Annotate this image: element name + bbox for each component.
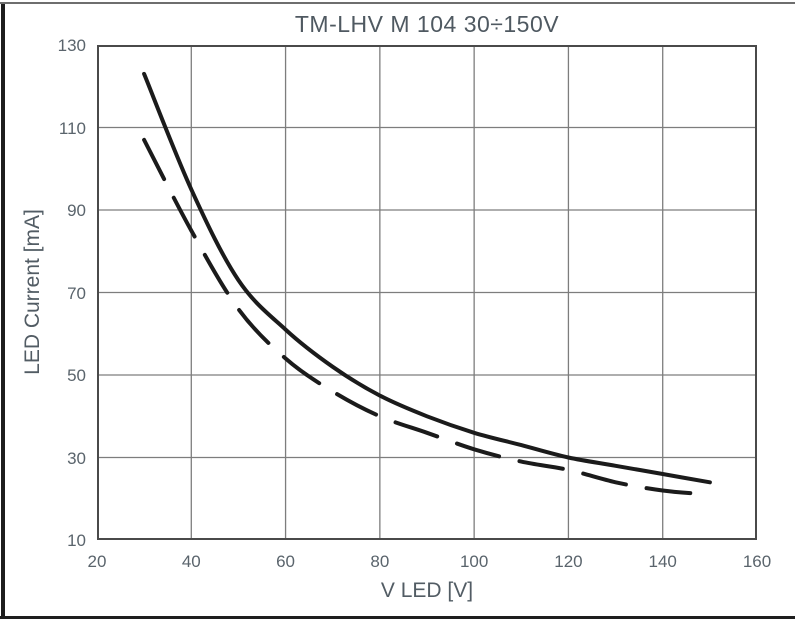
page-border-left — [1, 2, 5, 618]
x-tick-label: 80 — [370, 552, 390, 571]
plot-border — [97, 45, 757, 540]
x-tick-label: 60 — [276, 552, 296, 571]
y-tick-label: 30 — [67, 448, 86, 468]
page-border-top — [0, 2, 795, 4]
x-tick-label: 140 — [648, 552, 677, 571]
x-tick-label: 120 — [554, 552, 583, 571]
y-tick-label: 110 — [58, 118, 86, 138]
y-tick-label: 10 — [67, 531, 86, 550]
y-tick-label: 90 — [67, 201, 86, 220]
y-tick-label: 130 — [57, 36, 86, 55]
x-tick-label: 160 — [742, 552, 772, 571]
chart-title: TM-LHV M 104 30÷150V — [294, 11, 560, 37]
x-tick-label: 20 — [87, 552, 107, 571]
series-upper-current-curve — [142, 71, 712, 485]
series-lower-current-curve — [142, 137, 712, 497]
x-tick-label: 40 — [181, 552, 201, 571]
x-axis-label: V LED [V] — [380, 579, 474, 602]
x-tick-label: 100 — [459, 552, 489, 571]
plot-area — [97, 45, 757, 540]
y-tick-label: 70 — [67, 283, 86, 303]
page-border-bottom — [0, 616, 795, 619]
y-tick-label: 50 — [67, 366, 86, 385]
